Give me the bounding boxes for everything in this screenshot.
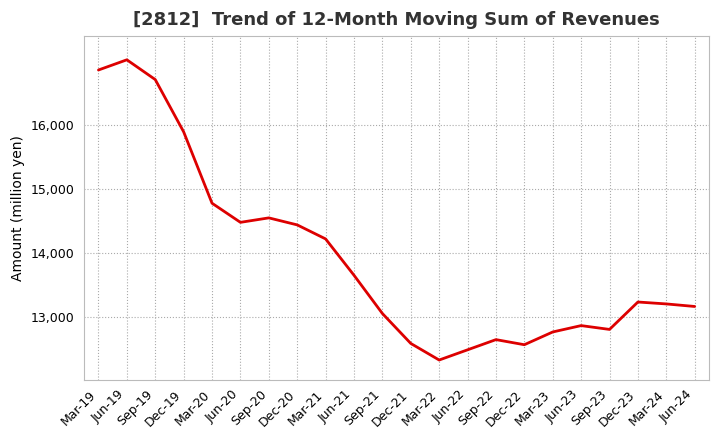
Title: [2812]  Trend of 12-Month Moving Sum of Revenues: [2812] Trend of 12-Month Moving Sum of R… <box>133 11 660 29</box>
Y-axis label: Amount (million yen): Amount (million yen) <box>11 136 25 281</box>
